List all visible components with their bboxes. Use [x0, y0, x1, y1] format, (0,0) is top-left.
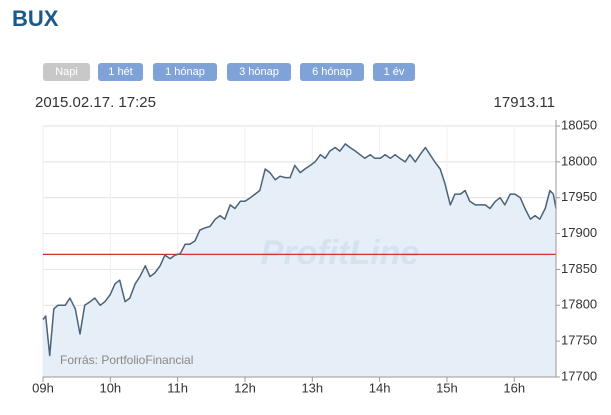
y-tick-label: 18050 [561, 117, 597, 132]
range-button[interactable]: 1 hét [98, 63, 143, 81]
x-tick-label: 15h [436, 380, 458, 395]
x-tick-label: 14h [369, 380, 391, 395]
range-button[interactable]: 1 év [373, 63, 415, 81]
title: BUX [12, 6, 59, 31]
x-tick-label: 10h [99, 380, 121, 395]
area [43, 143, 556, 377]
date: 2015.02.17. 17:25 [35, 94, 156, 111]
range-button[interactable]: 6 hónap [300, 63, 364, 81]
range-button[interactable]: Napi [43, 63, 90, 81]
range-button[interactable]: 3 hónap [227, 63, 291, 81]
line [42, 143, 557, 357]
x-tick-label: 13h [301, 380, 323, 395]
y-tick-label: 17950 [561, 189, 597, 204]
x-tick-label: 11h [167, 380, 188, 395]
x-tick-label: 09h [32, 380, 54, 395]
y-tick-label: 17900 [561, 225, 597, 240]
y-tick-label: 17800 [561, 297, 597, 312]
y-tick-label: 17750 [561, 333, 597, 348]
y-tick-label: 17700 [561, 368, 597, 383]
source: Forrás: PortfolioFinancial [60, 353, 193, 367]
x-tick-label: 12h [234, 380, 256, 395]
y-tick-label: 18000 [561, 153, 597, 168]
y-tick-label: 17850 [561, 261, 597, 276]
watermark: ProfitLine [261, 234, 420, 272]
x-tick-label: 16h [503, 380, 525, 395]
range-button[interactable]: 1 hónap [153, 63, 217, 81]
last-value: 17913.11 [493, 94, 555, 111]
